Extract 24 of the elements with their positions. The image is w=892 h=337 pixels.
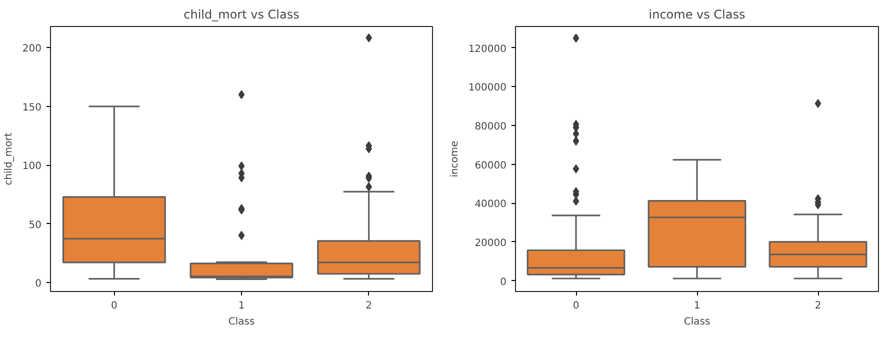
y-tick-label: 100 (22, 161, 42, 172)
x-tick-label: 1 (694, 300, 700, 312)
y-tick-label: 200 (22, 44, 42, 55)
y-axis-title: income (449, 140, 460, 178)
chart-title: income vs Class (648, 8, 746, 22)
y-tick-label: 0 (500, 276, 507, 288)
y-tick-label: 40000 (474, 199, 506, 210)
y-tick-label: 60000 (474, 160, 506, 172)
y-tick-label: 20000 (474, 238, 506, 249)
x-tick-label: 2 (814, 300, 822, 312)
x-tick-label: 0 (110, 300, 118, 312)
y-tick-label: 0 (35, 278, 42, 290)
y-tick-label: 80000 (474, 122, 506, 133)
y-tick-label: 50 (28, 220, 42, 231)
x-axis-title: Class (684, 316, 710, 328)
x-tick-label: 0 (572, 300, 580, 312)
x-tick-label: 2 (366, 300, 372, 312)
y-tick-label: 150 (22, 102, 42, 114)
x-tick-label: 1 (238, 300, 245, 312)
y-tick-label: 120000 (468, 44, 507, 55)
y-tick-label: 100000 (468, 82, 507, 94)
x-axis-title: Class (228, 316, 255, 328)
chart-title: child_mort vs Class (184, 8, 300, 22)
y-axis-title: child_mort (3, 132, 14, 186)
